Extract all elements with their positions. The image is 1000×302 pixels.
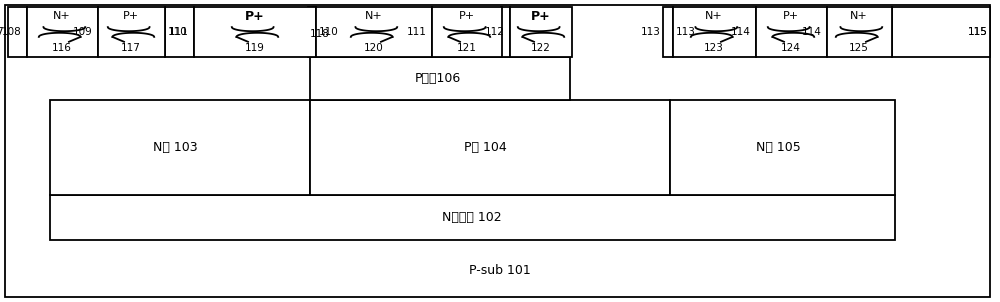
Bar [98,7,165,57]
Text: 118: 118 [310,29,330,39]
Text: 113: 113 [641,27,661,37]
Text: 117: 117 [121,43,141,53]
Text: P掺杂106: P掺杂106 [415,72,461,85]
Text: 116: 116 [52,43,72,53]
Text: 115: 115 [968,27,988,37]
Text: 107: 107 [0,27,5,37]
Text: 110: 110 [168,27,188,37]
Text: 122: 122 [531,43,551,53]
Bar [673,7,756,57]
Text: 113: 113 [676,27,696,37]
Text: P-sub 101: P-sub 101 [469,264,531,277]
Text: N阱 103: N阱 103 [153,141,197,154]
Text: 111: 111 [169,27,189,37]
Text: P+: P+ [123,11,139,21]
Bar [8,7,27,57]
Text: 123: 123 [704,43,724,53]
Bar [310,100,670,195]
Text: P+: P+ [531,9,551,23]
Text: P阱 104: P阱 104 [464,141,506,154]
Text: P+: P+ [783,11,799,21]
Text: 108: 108 [2,27,22,37]
Text: 115: 115 [968,27,988,37]
Bar [510,7,572,57]
Bar [316,7,432,57]
Text: 125: 125 [849,43,869,53]
Text: 109: 109 [73,27,93,37]
Text: N+: N+ [850,11,868,21]
Text: N+: N+ [365,11,383,21]
Text: N型埋层 102: N型埋层 102 [442,211,502,224]
Text: 124: 124 [781,43,801,53]
Bar [892,7,990,57]
Text: P+: P+ [459,11,475,21]
Text: P+: P+ [245,9,265,23]
Text: 121: 121 [457,43,477,53]
Bar [165,7,194,57]
Bar [827,7,892,57]
Bar [756,7,827,57]
Text: 112: 112 [485,27,505,37]
Text: 119: 119 [245,43,265,53]
Text: 114: 114 [731,27,751,37]
Text: 114: 114 [802,27,822,37]
Text: 111: 111 [407,27,427,37]
Bar [432,7,502,57]
Text: 110: 110 [319,27,339,37]
Bar [308,7,316,57]
Bar [50,100,310,195]
Text: 120: 120 [364,43,384,53]
Text: N+: N+ [705,11,723,21]
Text: N+: N+ [53,11,71,21]
Text: N阱 105: N阱 105 [756,141,800,154]
Bar [310,57,570,100]
Bar [663,7,673,57]
Bar [50,195,895,240]
Bar [670,100,895,195]
Bar [194,7,316,57]
Bar [27,7,98,57]
Bar [501,7,510,57]
